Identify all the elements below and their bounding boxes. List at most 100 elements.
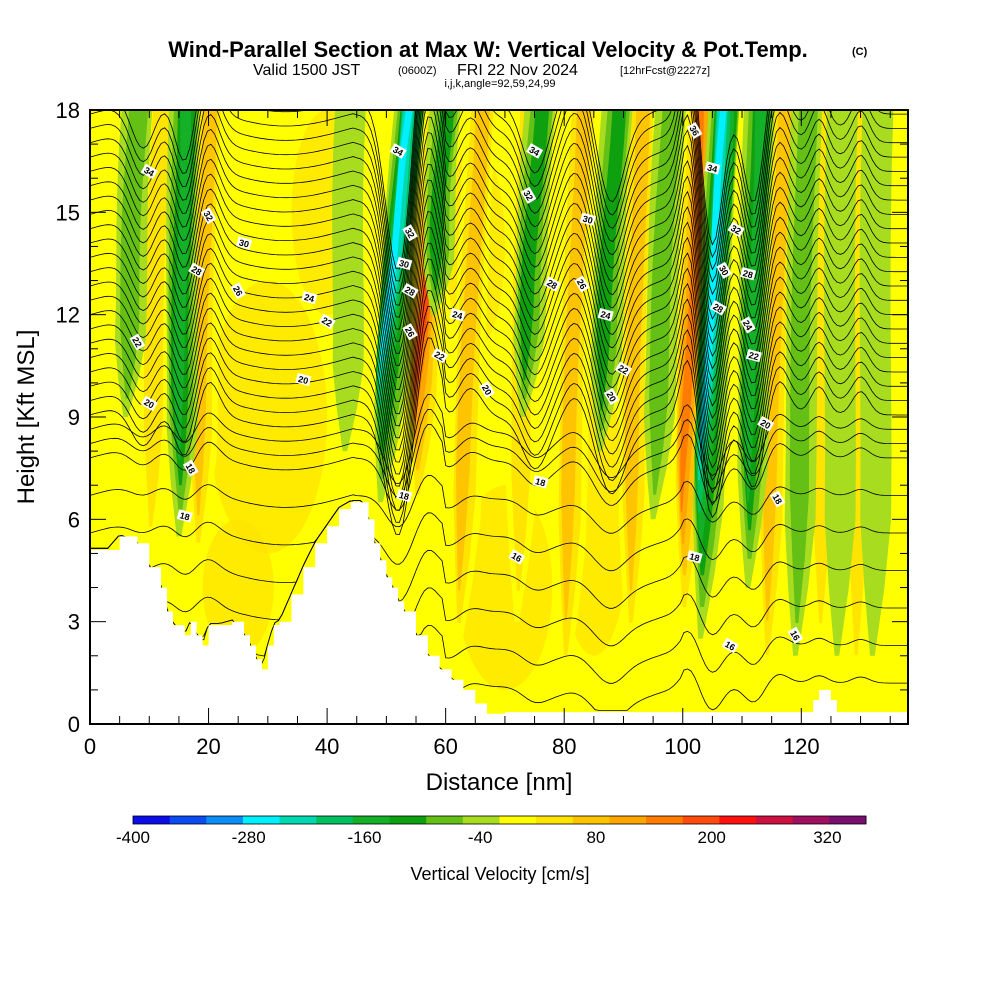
contour-label-text: 16	[510, 550, 524, 564]
contour-label: 24	[740, 316, 756, 334]
colorbar-tick-label: 320	[813, 828, 841, 847]
contour-label: 32	[200, 207, 217, 225]
contour-label: 28	[543, 276, 561, 292]
contour-label: 16	[508, 549, 526, 565]
contour-label: 20	[603, 387, 620, 406]
contour-label-text: 34	[391, 144, 405, 158]
forecast-info: [12hrFcst@2227z]	[620, 65, 710, 77]
x-tick-label: 120	[783, 734, 820, 759]
contour-label: 18	[182, 459, 199, 477]
updraft-band	[456, 110, 490, 591]
contour-label: 18	[532, 475, 549, 489]
contour-label: 34	[704, 161, 721, 175]
contour-label: 28	[188, 262, 206, 279]
y-tick-label: 12	[56, 303, 80, 328]
colorbar-swatch	[609, 816, 647, 824]
contour-label: 24	[301, 290, 318, 305]
velocity-patch	[202, 519, 274, 656]
contour-label-text: 36	[687, 124, 701, 138]
colorbar-swatch	[792, 816, 830, 824]
colorbar-swatch	[572, 816, 610, 824]
isentrope-line	[90, 305, 908, 511]
plot-area: 3432302826242222202018183432302826242220…	[56, 98, 909, 759]
y-tick-label: 9	[68, 405, 80, 430]
contour-label: 26	[402, 323, 418, 341]
contour-label: 30	[579, 212, 596, 226]
isentrope-line	[90, 226, 908, 451]
y-tick-label: 18	[56, 98, 80, 123]
contour-label: 34	[389, 143, 407, 159]
updraft-band	[561, 110, 591, 621]
contour-label-text: 24	[741, 318, 755, 332]
downdraft-band	[429, 110, 455, 291]
potential-temperature-contours	[90, 110, 908, 711]
contour-label-text: 28	[711, 301, 725, 315]
isentrope-line	[90, 500, 908, 609]
contour-label-text: 28	[403, 284, 417, 298]
x-tick-label: 0	[84, 734, 96, 759]
contour-label: 22	[745, 348, 762, 363]
y-tick-label: 0	[68, 712, 80, 737]
contour-label: 20	[295, 372, 312, 387]
chart-title: Wind-Parallel Section at Max W: Vertical…	[168, 37, 808, 62]
contour-label-text: 30	[238, 237, 250, 249]
downdraft-band	[789, 110, 818, 623]
x-axis-label: Distance [nm]	[426, 769, 573, 796]
contour-label: 32	[402, 224, 418, 242]
y-tick-label: 3	[68, 610, 80, 635]
contour-label: 34	[140, 163, 158, 180]
contour-label-text: 30	[717, 264, 731, 278]
contour-label: 20	[479, 381, 495, 399]
valid-time-line: Valid 1500 JST (0600Z) FRI 22 Nov 2024 […	[253, 62, 710, 79]
isentrope-line	[90, 500, 908, 572]
isentrope-line	[90, 289, 908, 499]
copyright-mark: (C)	[852, 46, 868, 58]
contour-label: 28	[709, 299, 727, 316]
colorbar-swatch	[829, 816, 867, 824]
contour-label-text: 30	[582, 214, 594, 226]
contour-label: 18	[396, 488, 413, 503]
contour-label: 30	[236, 236, 253, 250]
colorbar-swatch	[279, 816, 317, 824]
x-tick-label: 60	[433, 734, 457, 759]
contour-label-text: 20	[759, 417, 773, 431]
contour-label-text: 26	[231, 284, 245, 298]
contour-label-text: 16	[723, 639, 737, 653]
contour-label: 20	[140, 395, 158, 412]
isentrope-line	[90, 195, 908, 427]
contour-label-text: 22	[433, 349, 447, 363]
contour-label-text: 18	[534, 476, 546, 488]
colorbar-swatch	[756, 816, 794, 824]
isentrope-line	[90, 110, 908, 318]
contour-label: 30	[396, 256, 413, 271]
isentrope-line	[90, 337, 908, 535]
contour-label-text: 28	[545, 278, 559, 292]
contour-label: 32	[727, 221, 745, 238]
x-tick-label: 80	[552, 734, 576, 759]
contour-label: 24	[449, 308, 466, 322]
colorbar-swatch	[646, 816, 684, 824]
velocity-patch	[208, 280, 328, 554]
isentrope-line	[90, 474, 908, 534]
contour-label-text: 30	[398, 258, 410, 270]
updraft-band	[143, 110, 172, 527]
contour-label-text: 20	[142, 397, 156, 411]
colorbar-swatch	[316, 816, 354, 824]
colorbar-swatch	[389, 816, 427, 824]
isentrope-line	[90, 500, 908, 684]
colorbar-tick-label: 200	[698, 828, 726, 847]
contour-label: 34	[526, 143, 544, 159]
isentrope-line	[90, 110, 908, 294]
colorbar-swatch	[499, 816, 537, 824]
colorbar-title: Vertical Velocity [cm/s]	[410, 864, 589, 884]
contour-label: 22	[614, 361, 633, 378]
colorbar-swatch	[352, 816, 390, 824]
contour-label: 22	[318, 313, 336, 330]
isentrope-line	[90, 110, 908, 342]
isentrope-line	[90, 179, 908, 415]
x-tick-label: 100	[664, 734, 701, 759]
contour-label-text: 32	[521, 189, 535, 203]
colorbar-tick-label: -400	[116, 828, 150, 847]
colorbar-swatch	[719, 816, 757, 824]
